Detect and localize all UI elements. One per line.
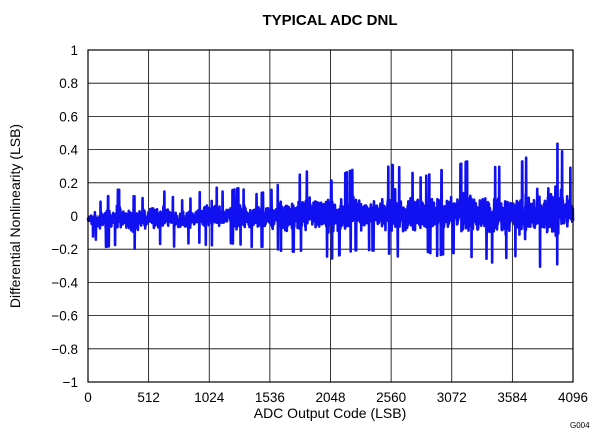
y-tick-label: −0.2 (51, 242, 78, 257)
x-tick-label: 1536 (255, 390, 285, 405)
y-tick-label: −1 (63, 375, 78, 390)
figure-id: G004 (570, 421, 590, 430)
dnl-series (86, 142, 575, 268)
x-tick-label: 2560 (376, 390, 406, 405)
x-tick-label: 4096 (558, 390, 588, 405)
y-tick-label: 1 (70, 43, 78, 58)
y-tick-label: −0.6 (51, 309, 78, 324)
y-tick-label: −0.4 (51, 275, 78, 290)
y-tick-label: −0.8 (51, 342, 78, 357)
plot-frame (87, 49, 574, 383)
y-axis-label: Differential Nonlinearity (LSB) (7, 124, 23, 308)
x-tick-label: 0 (84, 390, 92, 405)
x-tick-labels: 0 512 1024 1536 2048 2560 3072 3584 4096 (84, 390, 588, 405)
x-tick-label: 1024 (194, 390, 225, 405)
x-tick-label: 512 (137, 390, 160, 405)
y-tick-label: 0.6 (59, 109, 78, 124)
y-tick-labels: −1 −0.8 −0.6 −0.4 −0.2 0 0.2 0.4 0.6 0.8 1 (51, 43, 78, 390)
x-tick-label: 3072 (437, 390, 467, 405)
y-tick-label: 0.8 (59, 76, 78, 91)
dnl-trace-line (86, 142, 575, 268)
x-axis-label: ADC Output Code (LSB) (254, 405, 407, 421)
x-tick-label: 3584 (497, 390, 528, 405)
y-tick-label: 0.2 (59, 176, 78, 191)
chart-title: TYPICAL ADC DNL (263, 12, 398, 29)
y-tick-label: 0 (70, 209, 78, 224)
x-tick-label: 2048 (315, 390, 345, 405)
y-tick-label: 0.4 (59, 143, 78, 158)
